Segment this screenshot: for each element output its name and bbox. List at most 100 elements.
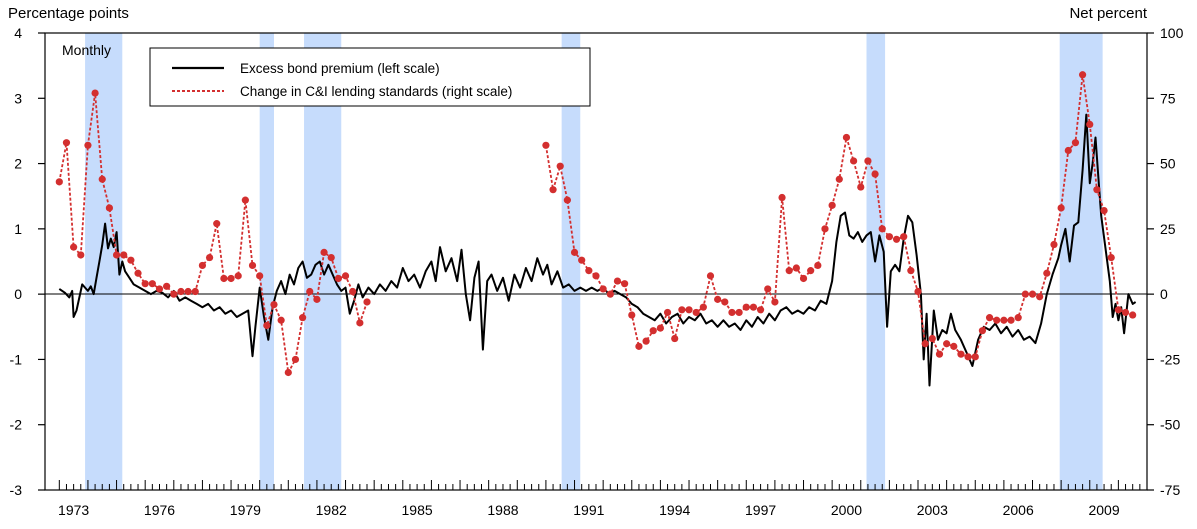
lending-point [155,285,164,293]
y-right-tick-label: -25 [1160,351,1180,367]
lending-point [1000,316,1008,324]
lending-point [964,353,972,361]
lending-point [263,321,271,330]
recession-band-1 [259,33,274,490]
lending-point [678,306,686,314]
lending-point [70,243,78,251]
lending-point [585,267,593,275]
lending-point [62,139,71,147]
series-excess-bond-premium [58,113,1137,387]
lending-point [850,157,858,165]
x-tick-label: 1982 [316,502,347,518]
lending-point [1129,311,1137,319]
lending-point [857,183,865,191]
lending-point [1064,146,1072,155]
lending-point [785,267,793,275]
lending-point [799,274,808,283]
lending-point [105,204,114,212]
lending-point [91,89,99,97]
lending-line-segment-0 [58,92,368,376]
frequency-label: Monthly [62,42,111,58]
lending-point [699,303,707,311]
lending-point [828,201,836,209]
lending-point [163,282,171,290]
lending-point [728,308,736,317]
ebp-line [58,113,1137,387]
lending-point [778,193,786,202]
lending-point [649,327,657,335]
lending-point [613,277,622,285]
lending-point [542,141,550,149]
lending-point [764,285,772,293]
lending-point [1057,204,1065,212]
recession-band-0 [85,33,123,490]
lending-point [1093,186,1101,194]
plot-frame [44,32,1148,491]
lending-point [756,306,765,314]
lending-point [628,311,636,319]
x-tick-label: 2000 [831,502,862,518]
lending-point [141,280,149,288]
lending-point [256,272,264,280]
lending-point [563,196,571,204]
lending-point [177,287,185,296]
lending-point [213,220,221,228]
lending-point [871,170,879,178]
lending-point [692,308,700,317]
lending-point [349,287,357,296]
y-right-tick-label: -75 [1160,482,1180,498]
lending-point [327,253,335,262]
lending-point [914,287,922,296]
lending-point [900,233,908,241]
x-tick-label: 1994 [659,502,690,518]
lending-point [127,256,135,264]
lending-point [950,342,958,350]
y-left-tick-label: -2 [10,417,23,433]
lending-point [205,253,214,262]
x-tick-label: 1985 [402,502,433,518]
lending-point [606,290,614,298]
x-tick-label: 1997 [745,502,776,518]
lending-point [578,256,586,264]
lending-point [55,178,63,186]
y-right-tick-label: -50 [1160,417,1180,433]
lending-point [191,287,199,296]
lending-point [935,350,944,358]
y-right-tick-label: 0 [1160,286,1168,302]
y-left-tick-label: -3 [10,482,23,498]
lending-point [721,298,729,306]
x-tick-label: 1979 [230,502,261,518]
x-tick-label: 1976 [144,502,175,518]
lending-point [957,350,965,358]
lending-point [363,298,371,306]
lending-point [341,272,350,280]
lending-point [170,290,178,298]
y-left-tick-label: -1 [10,351,23,367]
lending-point [284,368,292,377]
lending-point [921,340,929,348]
recession-band-2 [304,33,342,490]
lending-point [907,267,915,275]
lending-point [878,225,886,233]
lending-point [978,327,987,335]
lending-point [1043,269,1051,277]
lending-point [1107,253,1115,262]
y-left-tick-label: 2 [14,156,22,172]
y-left-tick-label: 1 [14,221,22,237]
lending-point [549,186,557,194]
lending-point [120,251,128,259]
lending-point [291,355,300,364]
lending-point [198,261,207,270]
lending-point [134,269,142,277]
lending-point [1028,290,1037,298]
lending-point [299,314,307,322]
lending-point [635,342,643,350]
left-axis-header: Percentage points [8,5,129,22]
legend: Excess bond premium (left scale) Change … [149,47,591,107]
y-right-tick-label: 50 [1160,156,1176,172]
lending-point [1036,293,1044,301]
legend-label-lending: Change in C&I lending standards (right s… [240,84,512,99]
lending-point [227,274,235,283]
lending-point [98,175,106,183]
